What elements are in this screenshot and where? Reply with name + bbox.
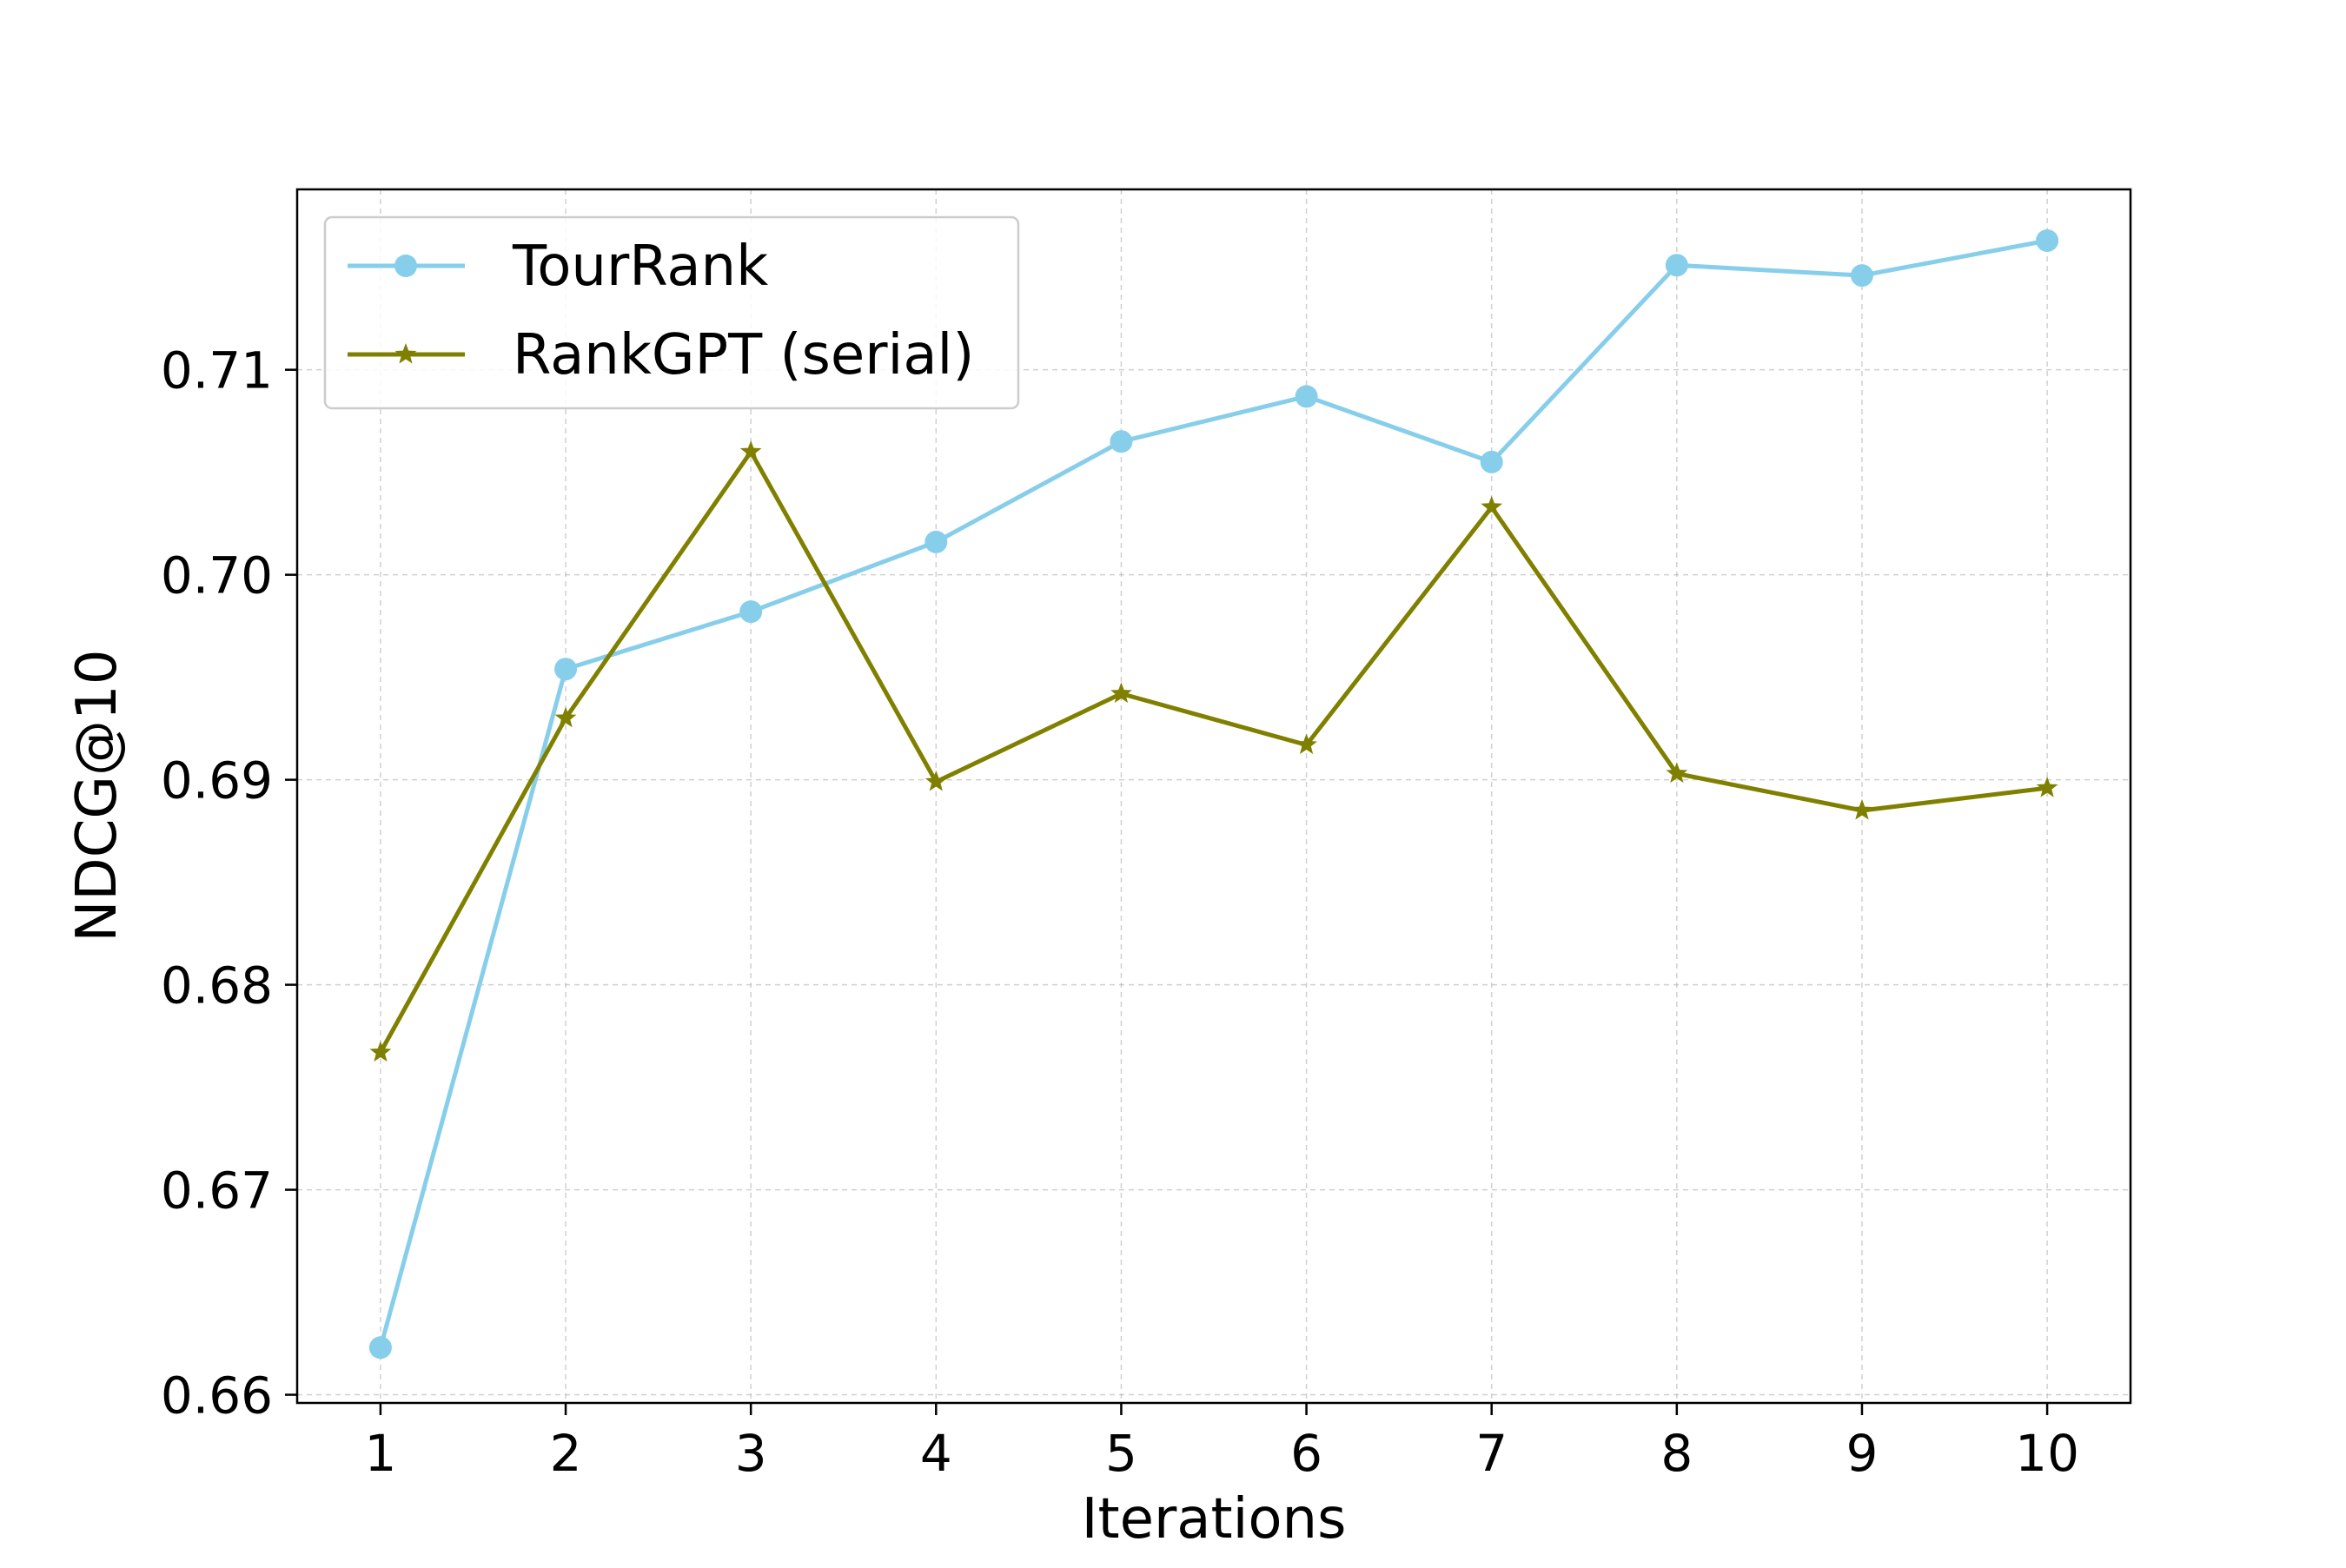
x-tick-label: 2	[550, 1424, 582, 1483]
y-tick-label: 0.69	[161, 751, 273, 810]
y-tick-label: 0.68	[161, 956, 273, 1016]
data-point-rankgpt	[1851, 799, 1873, 820]
series-line-rankgpt	[378, 449, 2048, 1054]
data-point-tourrank	[554, 658, 578, 681]
data-point-rankgpt	[1110, 682, 1132, 703]
series-line-tourrank	[378, 238, 2048, 1348]
x-tick-label: 5	[1105, 1424, 1137, 1483]
y-tick-label: 0.70	[161, 546, 273, 605]
data-point-rankgpt	[554, 706, 577, 728]
legend-marker-rankgpt	[394, 343, 417, 364]
y-axis-title: NDCG@10	[65, 650, 129, 943]
data-point-rankgpt	[739, 440, 762, 461]
x-tick-label: 3	[735, 1424, 767, 1483]
data-point-rankgpt	[2036, 777, 2058, 797]
data-point-tourrank	[1110, 430, 1133, 453]
y-tick-label: 0.67	[161, 1161, 273, 1221]
series-layer	[368, 228, 2059, 1360]
data-point-rankgpt	[369, 1041, 392, 1062]
data-point-tourrank	[1665, 254, 1688, 277]
plot-frame	[295, 188, 2132, 1405]
data-point-rankgpt	[1481, 495, 1503, 517]
legend-label-tourrank: TourRank	[512, 235, 768, 299]
x-tick-label: 10	[2015, 1424, 2079, 1483]
x-tick-label: 9	[1846, 1424, 1879, 1483]
x-tick-label: 8	[1660, 1424, 1693, 1483]
x-tick-label: 7	[1475, 1424, 1508, 1483]
data-point-tourrank	[739, 600, 763, 624]
data-point-rankgpt	[1666, 762, 1688, 784]
tick-layer: 1 2 3 4 5 6 7 8 9 10 0.66 0.67 0.68 0.69 0.70 0.71	[161, 341, 2079, 1483]
data-point-tourrank	[368, 1336, 392, 1360]
data-point-tourrank	[1295, 385, 1318, 408]
y-tick-label: 0.66	[161, 1366, 273, 1426]
legend: TourRank RankGPT (serial)	[323, 215, 1020, 410]
x-axis-title: Iterations	[1082, 1487, 1347, 1551]
y-tick-label: 0.71	[161, 341, 273, 400]
data-point-rankgpt	[1296, 733, 1317, 754]
x-tick-label: 4	[920, 1424, 952, 1483]
data-point-tourrank	[1850, 264, 1873, 288]
data-point-tourrank	[924, 530, 948, 553]
legend-box	[323, 215, 1020, 410]
legend-marker-tourrank	[394, 255, 417, 277]
legend-label-rankgpt: RankGPT (serial)	[513, 323, 974, 387]
data-point-tourrank	[1480, 450, 1503, 473]
data-point-tourrank	[2036, 228, 2059, 252]
data-point-rankgpt	[924, 771, 947, 791]
x-tick-label: 1	[364, 1424, 396, 1483]
x-tick-label: 6	[1290, 1424, 1322, 1483]
